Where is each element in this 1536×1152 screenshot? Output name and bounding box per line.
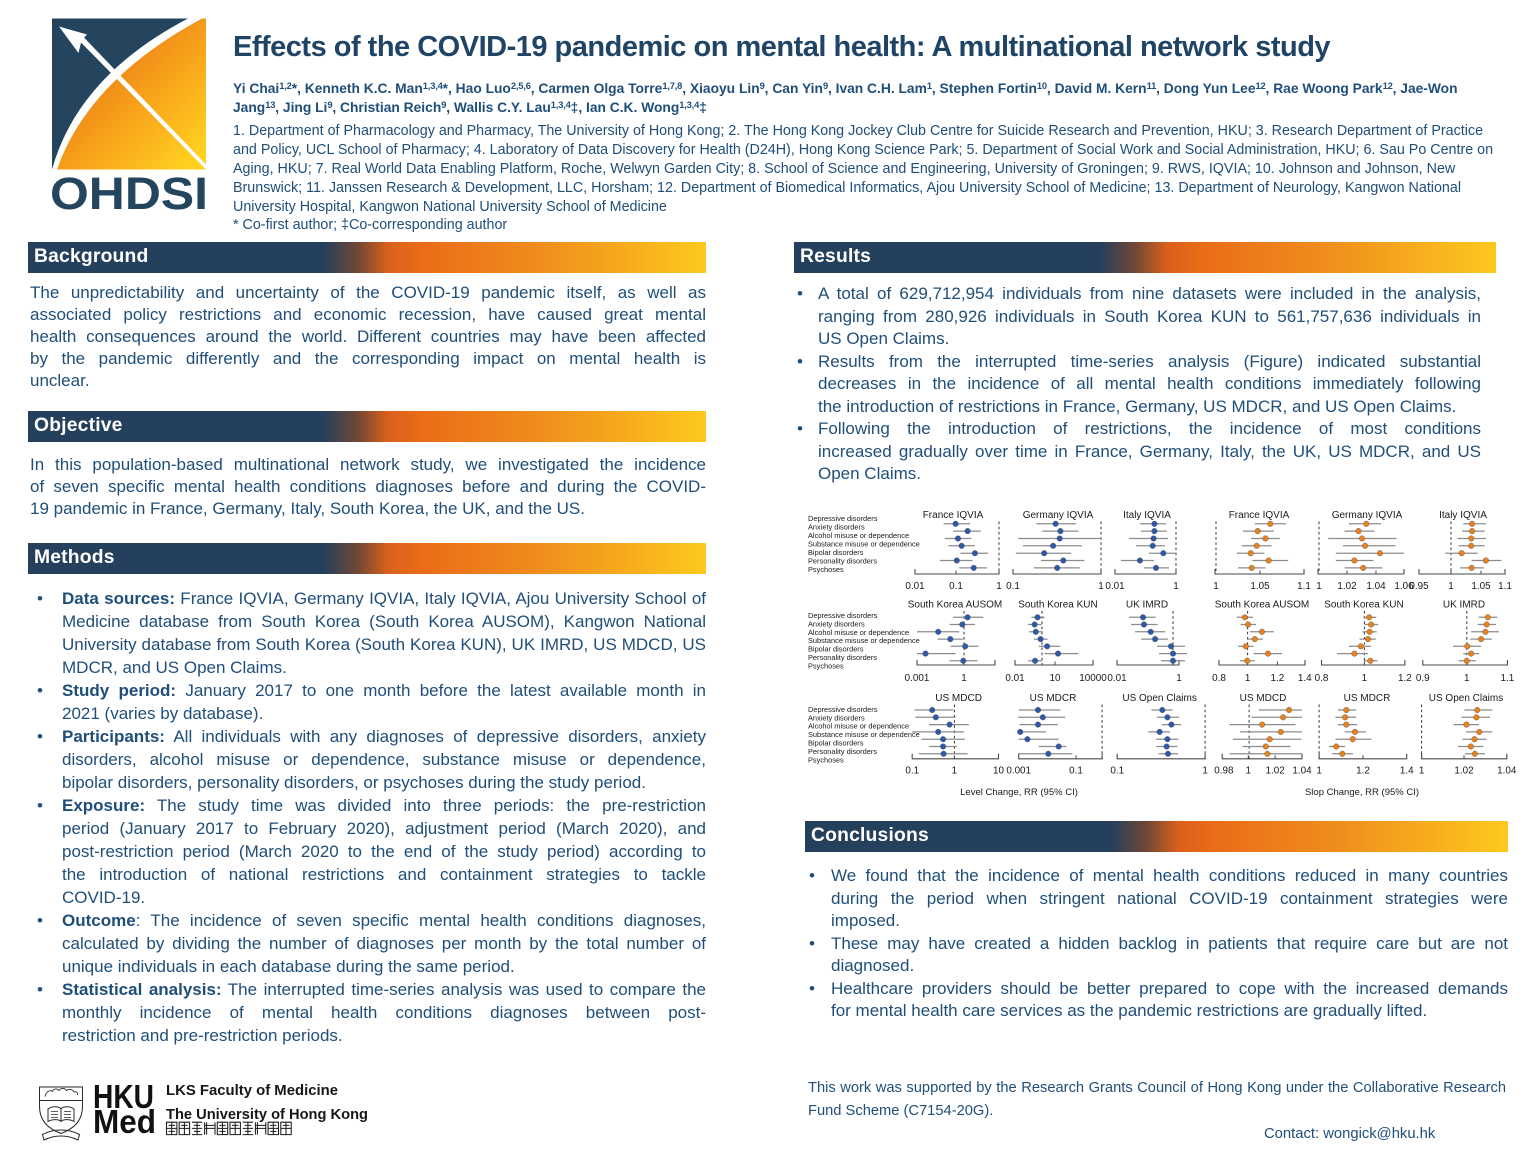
svg-text:Anxiety disorders: Anxiety disorders [808, 523, 865, 532]
svg-text:0.1: 0.1 [1110, 766, 1124, 777]
svg-text:0.1: 0.1 [1006, 581, 1020, 592]
svg-text:10: 10 [1050, 673, 1061, 684]
svg-text:Psychoses: Psychoses [808, 565, 844, 574]
svg-text:0.1: 0.1 [905, 766, 919, 777]
svg-text:South Korea AUSOM: South Korea AUSOM [908, 600, 1003, 611]
svg-text:The University of Hong Kong: The University of Hong Kong [166, 1107, 368, 1123]
svg-text:Bipolar disorders: Bipolar disorders [808, 548, 864, 557]
svg-text:Depressive disorders: Depressive disorders [808, 611, 878, 620]
svg-text:0.01: 0.01 [905, 581, 925, 592]
svg-text:Anxiety disorders: Anxiety disorders [808, 619, 865, 628]
svg-text:Personality disorders: Personality disorders [808, 747, 877, 756]
svg-text:1: 1 [952, 766, 958, 777]
svg-text:US Open Claims: US Open Claims [1122, 693, 1196, 704]
svg-text:US MDCD: US MDCD [935, 693, 982, 704]
svg-text:1.2: 1.2 [1356, 766, 1370, 777]
svg-text:1: 1 [1176, 673, 1182, 684]
svg-text:1.1: 1.1 [1297, 581, 1311, 592]
svg-text:Substance misuse or dependence: Substance misuse or dependence [808, 636, 920, 645]
svg-text:South Korea KUN: South Korea KUN [1018, 600, 1098, 611]
svg-text:1: 1 [1464, 673, 1470, 684]
svg-text:Substance misuse or dependence: Substance misuse or dependence [808, 540, 920, 549]
svg-text:1: 1 [1246, 766, 1252, 777]
svg-text:LKS Faculty of Medicine: LKS Faculty of Medicine [166, 1083, 338, 1099]
svg-text:South Korea AUSOM: South Korea AUSOM [1215, 600, 1310, 611]
svg-text:Depressive disorders: Depressive disorders [808, 705, 878, 714]
svg-text:1: 1 [961, 673, 967, 684]
svg-text:Level Change, RR (95% CI): Level Change, RR (95% CI) [960, 787, 1078, 798]
svg-text:South Korea KUN: South Korea KUN [1324, 600, 1404, 611]
svg-text:Bipolar disorders: Bipolar disorders [808, 645, 864, 654]
svg-text:US MDCD: US MDCD [1240, 693, 1287, 704]
svg-text:1.05: 1.05 [1471, 581, 1491, 592]
svg-text:0.001: 0.001 [1006, 766, 1031, 777]
svg-text:Italy IQVIA: Italy IQVIA [1123, 510, 1171, 521]
svg-text:1.2: 1.2 [1398, 673, 1412, 684]
svg-text:1: 1 [1213, 581, 1219, 592]
svg-text:10: 10 [993, 766, 1004, 777]
svg-text:1: 1 [1173, 581, 1179, 592]
svg-text:Psychoses: Psychoses [808, 755, 844, 764]
svg-text:0.001: 0.001 [905, 673, 930, 684]
svg-text:1: 1 [1098, 581, 1104, 592]
svg-text:1.04: 1.04 [1292, 766, 1312, 777]
svg-text:0.98: 0.98 [1214, 766, 1234, 777]
svg-text:0.8: 0.8 [1315, 673, 1329, 684]
svg-text:Substance misuse or dependence: Substance misuse or dependence [808, 730, 920, 739]
svg-text:US MDCR: US MDCR [1344, 693, 1391, 704]
svg-text:1.04: 1.04 [1366, 581, 1386, 592]
svg-text:1: 1 [1202, 766, 1208, 777]
svg-text:Slop Change, RR (95% CI): Slop Change, RR (95% CI) [1305, 787, 1419, 798]
svg-text:France IQVIA: France IQVIA [1229, 510, 1290, 521]
svg-text:0.01: 0.01 [1005, 673, 1025, 684]
svg-text:Italy IQVIA: Italy IQVIA [1439, 510, 1487, 521]
svg-text:1: 1 [996, 581, 1002, 592]
svg-text:UK IMRD: UK IMRD [1126, 600, 1168, 611]
svg-text:1.02: 1.02 [1265, 766, 1284, 777]
svg-text:1: 1 [1362, 673, 1368, 684]
svg-text:0.01: 0.01 [1105, 581, 1125, 592]
svg-text:Psychoses: Psychoses [808, 661, 844, 670]
svg-text:1.1: 1.1 [1498, 581, 1512, 592]
svg-text:0.1: 0.1 [1069, 766, 1083, 777]
svg-text:1.05: 1.05 [1250, 581, 1270, 592]
svg-text:0.1: 0.1 [949, 581, 963, 592]
svg-text:Med: Med [93, 1104, 156, 1141]
svg-text:HKU: HKU [93, 1079, 154, 1116]
svg-text:1.02: 1.02 [1337, 581, 1356, 592]
svg-text:Germany IQVIA: Germany IQVIA [1023, 510, 1094, 521]
svg-text:1: 1 [1419, 766, 1425, 777]
svg-text:1.04: 1.04 [1497, 766, 1517, 777]
svg-text:1.4: 1.4 [1298, 673, 1312, 684]
svg-text:1: 1 [1448, 581, 1454, 592]
svg-text:1.1: 1.1 [1501, 673, 1515, 684]
svg-text:Personality disorders: Personality disorders [808, 653, 877, 662]
svg-text:US MDCR: US MDCR [1030, 693, 1077, 704]
svg-text:1: 1 [1245, 673, 1251, 684]
svg-text:Alcohol misuse or dependence: Alcohol misuse or dependence [808, 722, 909, 731]
svg-text:US Open Claims: US Open Claims [1429, 693, 1503, 704]
svg-text:0.9: 0.9 [1416, 673, 1430, 684]
svg-text:Personality disorders: Personality disorders [808, 557, 877, 566]
svg-text:Alcohol misuse or dependence: Alcohol misuse or dependence [808, 628, 909, 637]
svg-text:Alcohol misuse or dependence: Alcohol misuse or dependence [808, 531, 909, 540]
svg-text:0.8: 0.8 [1212, 673, 1226, 684]
svg-text:OHDSI: OHDSI [50, 168, 208, 216]
svg-text:Anxiety disorders: Anxiety disorders [808, 713, 865, 722]
svg-text:0.95: 0.95 [1409, 581, 1429, 592]
svg-text:1.02: 1.02 [1454, 766, 1473, 777]
svg-text:1.06: 1.06 [1394, 581, 1414, 592]
svg-text:Depressive disorders: Depressive disorders [808, 514, 878, 523]
svg-text:1: 1 [1316, 766, 1322, 777]
svg-text:UK IMRD: UK IMRD [1443, 600, 1485, 611]
svg-text:1.2: 1.2 [1271, 673, 1285, 684]
svg-text:Germany IQVIA: Germany IQVIA [1332, 510, 1403, 521]
svg-text:0.01: 0.01 [1107, 673, 1127, 684]
svg-text:1.4: 1.4 [1400, 766, 1414, 777]
svg-text:1: 1 [1316, 581, 1322, 592]
svg-text:Bipolar disorders: Bipolar disorders [808, 739, 864, 748]
svg-text:France IQVIA: France IQVIA [923, 510, 984, 521]
svg-text:10000: 10000 [1079, 673, 1107, 684]
